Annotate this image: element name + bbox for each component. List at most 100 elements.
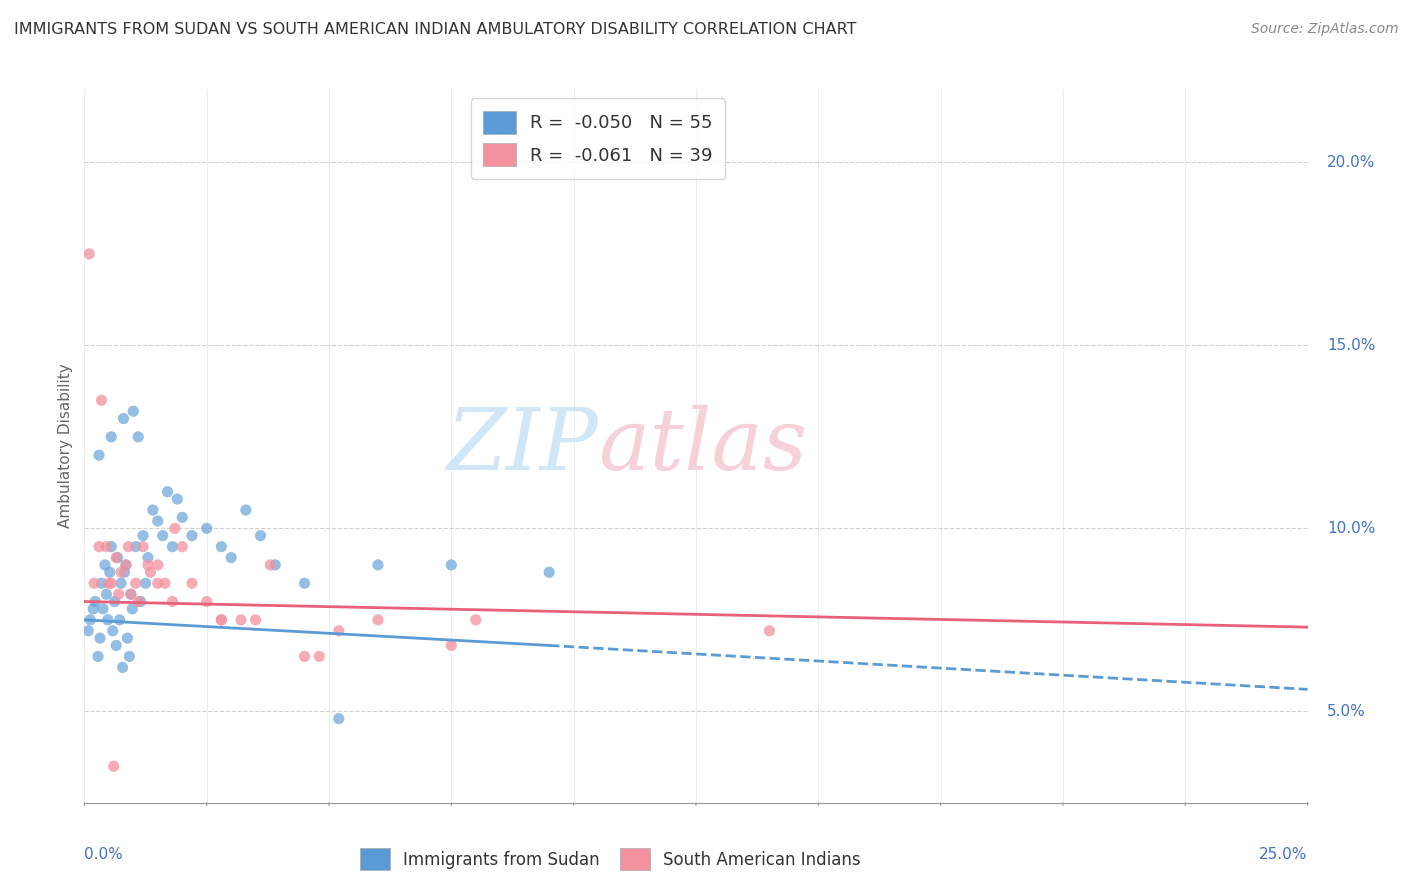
Point <box>111 660 134 674</box>
Point <box>163 521 186 535</box>
Text: Source: ZipAtlas.com: Source: ZipAtlas.com <box>1251 22 1399 37</box>
Point <box>129 594 152 608</box>
Point <box>127 594 149 608</box>
Point <box>328 624 350 638</box>
Point <box>294 649 316 664</box>
Legend: Immigrants from Sudan, South American Indians: Immigrants from Sudan, South American In… <box>353 842 868 877</box>
Point <box>162 540 184 554</box>
Point <box>91 602 114 616</box>
Point <box>79 613 101 627</box>
Point <box>77 247 100 261</box>
Point <box>118 649 141 664</box>
Point <box>464 613 486 627</box>
Point <box>162 594 184 608</box>
Point <box>125 540 148 554</box>
Point <box>195 521 218 535</box>
Point <box>153 576 176 591</box>
Point <box>101 624 124 638</box>
Point <box>84 594 107 608</box>
Point <box>90 576 112 591</box>
Point <box>440 639 463 653</box>
Point <box>132 540 155 554</box>
Point <box>100 576 122 591</box>
Point <box>83 576 105 591</box>
Point <box>125 576 148 591</box>
Point <box>195 594 218 608</box>
Point <box>94 558 117 572</box>
Text: 20.0%: 20.0% <box>1327 155 1375 169</box>
Point <box>100 540 122 554</box>
Point <box>440 558 463 572</box>
Point <box>135 576 157 591</box>
Point <box>114 566 136 580</box>
Point <box>136 550 159 565</box>
Point <box>117 631 139 645</box>
Text: 0.0%: 0.0% <box>84 847 124 862</box>
Point <box>105 550 128 565</box>
Point <box>96 540 118 554</box>
Point <box>120 587 142 601</box>
Point <box>308 649 330 664</box>
Text: ZIP: ZIP <box>446 405 598 487</box>
Point <box>120 587 142 601</box>
Text: IMMIGRANTS FROM SUDAN VS SOUTH AMERICAN INDIAN AMBULATORY DISABILITY CORRELATION: IMMIGRANTS FROM SUDAN VS SOUTH AMERICAN … <box>14 22 856 37</box>
Text: 15.0%: 15.0% <box>1327 338 1375 353</box>
Text: 25.0%: 25.0% <box>1260 847 1308 862</box>
Point <box>132 529 155 543</box>
Point <box>89 631 111 645</box>
Point <box>98 566 121 580</box>
Y-axis label: Ambulatory Disability: Ambulatory Disability <box>58 364 73 528</box>
Point <box>538 566 561 580</box>
Point <box>103 759 125 773</box>
Point <box>121 602 143 616</box>
Point <box>97 613 120 627</box>
Point <box>97 576 120 591</box>
Point <box>172 510 194 524</box>
Point <box>209 540 232 554</box>
Point <box>142 503 165 517</box>
Point <box>108 613 131 627</box>
Point <box>77 624 100 638</box>
Point <box>264 558 287 572</box>
Point <box>146 576 169 591</box>
Point <box>172 540 194 554</box>
Point <box>90 393 112 408</box>
Point <box>104 594 127 608</box>
Point <box>259 558 281 572</box>
Point <box>367 613 389 627</box>
Point <box>209 613 232 627</box>
Point <box>152 529 174 543</box>
Point <box>219 550 242 565</box>
Point <box>110 576 132 591</box>
Point <box>127 430 149 444</box>
Point <box>294 576 316 591</box>
Text: 5.0%: 5.0% <box>1327 704 1365 719</box>
Point <box>328 712 350 726</box>
Point <box>139 566 162 580</box>
Point <box>181 529 204 543</box>
Point <box>122 404 145 418</box>
Point <box>115 558 138 572</box>
Point <box>96 587 118 601</box>
Point <box>146 514 169 528</box>
Point <box>110 566 132 580</box>
Point <box>87 448 110 462</box>
Point <box>136 558 159 572</box>
Point <box>367 558 389 572</box>
Point <box>100 430 122 444</box>
Point <box>758 624 780 638</box>
Text: 10.0%: 10.0% <box>1327 521 1375 536</box>
Point <box>209 613 232 627</box>
Point <box>166 491 188 506</box>
Point <box>105 639 128 653</box>
Point <box>249 529 271 543</box>
Point <box>181 576 204 591</box>
Point <box>146 558 169 572</box>
Text: atlas: atlas <box>598 405 807 487</box>
Point <box>115 558 138 572</box>
Point <box>156 484 179 499</box>
Point <box>245 613 267 627</box>
Point <box>107 550 129 565</box>
Point <box>117 540 139 554</box>
Point <box>82 602 104 616</box>
